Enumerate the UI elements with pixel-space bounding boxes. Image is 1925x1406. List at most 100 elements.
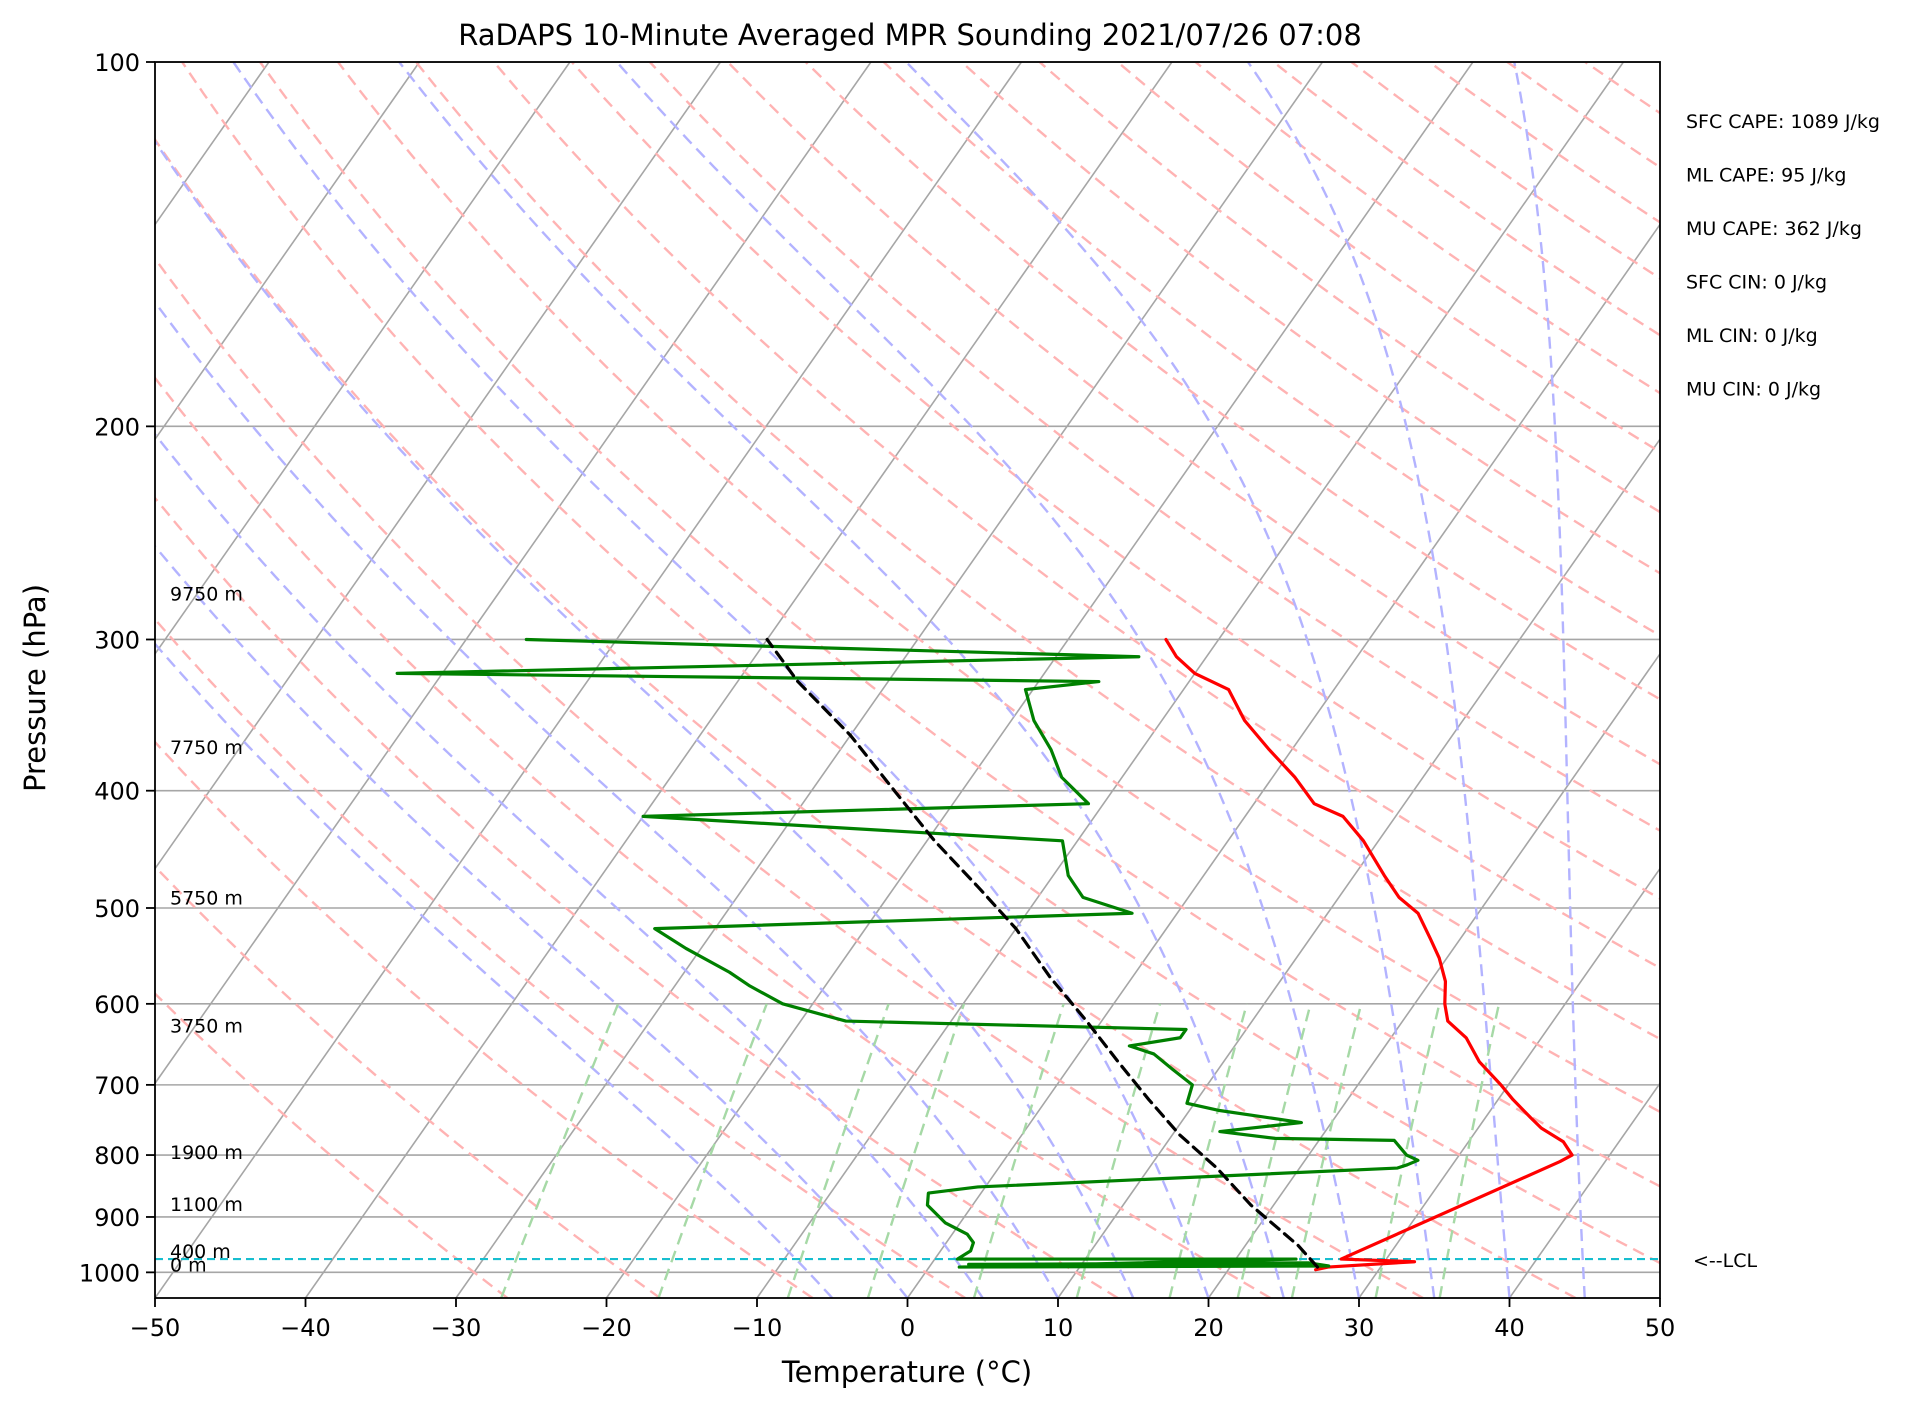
x-tick-label: 30 [1344,1314,1375,1342]
y-tick-label: 1000 [79,1259,140,1287]
isotherm-line [155,62,421,441]
dry-adiabat [1741,62,1925,1298]
stability-index: MU CAPE: 362 J/kg [1686,218,1862,240]
dry-adiabat [1428,62,1660,224]
isotherm-line [1207,652,1660,1298]
mixing-ratio-line [1290,1003,1363,1298]
isotherm-line [1811,62,1925,1298]
height-label: 0 m [170,1254,207,1276]
moist-adiabat [155,642,834,1298]
mixing-ratio-line [500,1003,620,1298]
parcel-profile [765,637,1320,1269]
y-axis-label: Pressure (hPa) [18,584,52,792]
y-tick-label: 300 [94,626,140,654]
mixing-ratio-line [1374,1003,1441,1298]
y-tick-label: 900 [94,1204,140,1232]
height-label: 5750 m [170,887,243,909]
dry-adiabat [155,864,661,1298]
y-tick-label: 600 [94,991,140,1019]
dry-adiabat [155,137,1577,1298]
dry-adiabat [1194,62,1660,395]
isotherm-line [155,62,571,656]
moist-adiabat [615,62,1361,1298]
stability-index: MU CIN: 0 J/kg [1686,379,1821,401]
stability-index: ML CAPE: 95 J/kg [1686,165,1846,187]
mixing-ratio-line [972,1003,1065,1298]
isotherm-line [1508,1081,1660,1298]
dry-adiabat [1506,62,1660,169]
dry-adiabat [1038,62,1660,514]
height-label: 1100 m [170,1194,243,1216]
y-tick-label: 100 [94,49,140,77]
dry-adiabat [155,496,1119,1298]
sounding-series [395,637,1574,1272]
dry-adiabat [155,376,1272,1298]
dry-adiabat [1350,62,1660,280]
y-tick-label: 400 [94,778,140,806]
isotherm-line [155,62,722,871]
dry-adiabat [570,62,1660,900]
dry-adiabat [1584,62,1660,115]
x-tick-label: −40 [280,1314,331,1342]
y-tick-label: 500 [94,895,140,923]
x-tick-label: −30 [431,1314,482,1342]
chart-title: RaDAPS 10-Minute Averaged MPR Sounding 2… [458,18,1362,52]
stability-index: ML CIN: 0 J/kg [1686,325,1818,347]
dry-adiabat [1272,62,1660,337]
height-label: 7750 m [170,737,243,759]
x-tick-label: −20 [581,1314,632,1342]
dry-adiabat [960,62,1660,575]
x-tick-label: 10 [1043,1314,1074,1342]
y-tick-label: 200 [94,413,140,441]
height-label: 1900 m [170,1142,243,1164]
mixing-ratio-line [1075,1003,1162,1298]
mixing-ratio-line [1438,1003,1501,1298]
moist-adiabat [1513,62,1586,1298]
stability-index: SFC CIN: 0 J/kg [1686,272,1827,294]
height-label: 3750 m [170,1015,243,1037]
dry-adiabat [1116,62,1660,454]
isotherm-line [906,223,1660,1298]
dry-adiabat [155,256,1424,1298]
isotherm-line [756,62,1625,1298]
x-tick-label: −50 [130,1314,181,1342]
moist-adiabat [155,544,909,1298]
isotherm-line [1057,437,1660,1298]
dry-adiabat [415,62,1660,1041]
dry-adiabat [259,62,1660,1188]
x-tick-label: 0 [900,1314,915,1342]
lcl-label: <--LCL [1693,1250,1757,1272]
background-lines [155,62,1925,1298]
stability-index: SFC CAPE: 1089 J/kg [1686,111,1880,133]
x-axis-label: Temperature (°C) [781,1355,1032,1389]
dry-adiabat [155,617,966,1298]
moist-adiabat [155,139,1135,1298]
moist-adiabat [155,300,1060,1298]
y-tick-label: 800 [94,1142,140,1170]
moist-adiabat [398,62,1285,1298]
height-label: 400 m [170,1241,231,1263]
mixing-ratio-line [1168,1003,1249,1298]
mixing-ratio-line [866,1003,966,1298]
moist-adiabat [155,432,984,1298]
moist-adiabat [232,62,1210,1298]
x-tick-label: 20 [1193,1314,1224,1342]
height-label: 9750 m [170,584,243,606]
stability-indices: SFC CAPE: 1089 J/kg ML CAPE: 95 J/kg MU CA… [1686,111,1880,401]
moist-adiabat [1246,62,1511,1298]
isotherm-line [155,62,872,1085]
moist-adiabat [905,62,1436,1298]
dry-adiabat [155,991,509,1298]
isotherm-line [304,62,1173,1298]
x-tick-label: 50 [1645,1314,1676,1342]
mixing-ratio-line [786,1003,890,1298]
x-tick-label: −10 [732,1314,783,1342]
y-tick-label: 700 [94,1072,140,1100]
isotherm-line [155,62,1023,1298]
dry-adiabat [492,62,1660,970]
dry-adiabat [155,740,814,1298]
dry-adiabat [1663,62,1925,1298]
dewpoint-profile [395,637,1420,1269]
